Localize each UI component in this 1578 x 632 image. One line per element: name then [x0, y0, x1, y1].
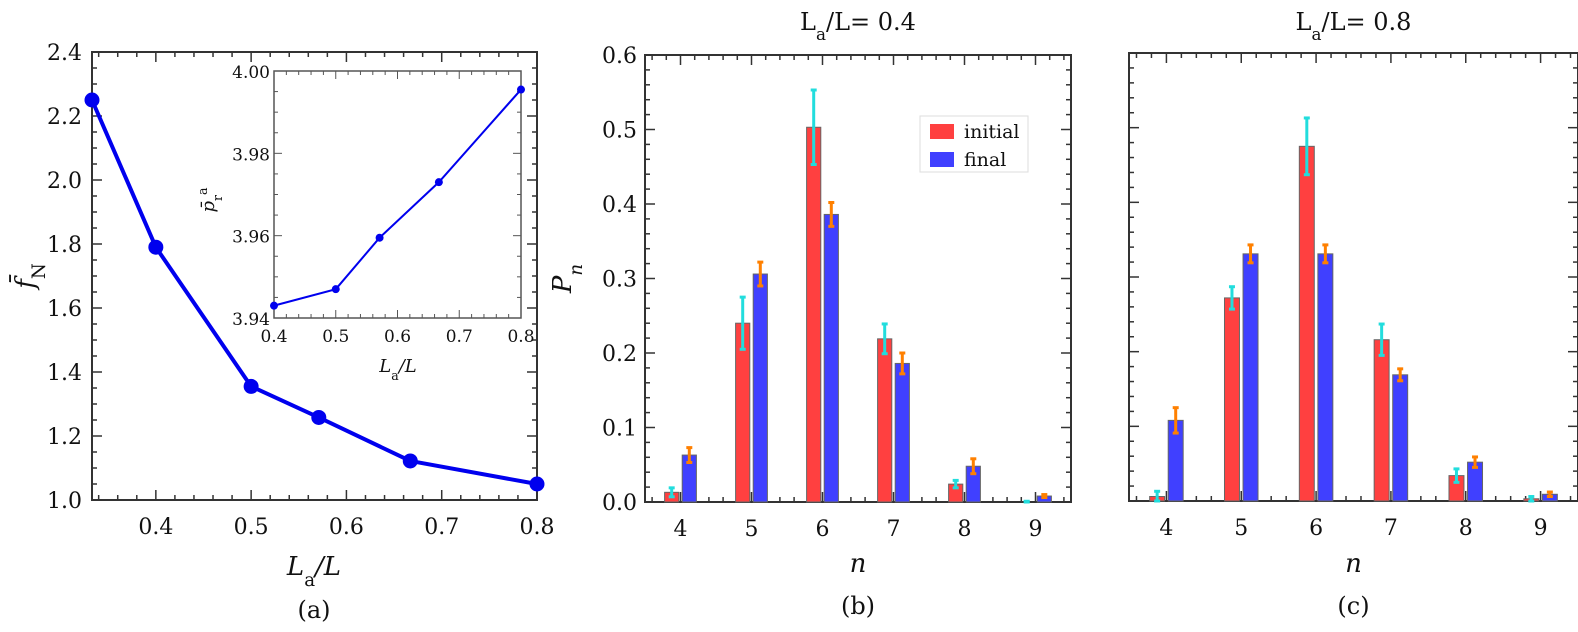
inset-series: [270, 85, 525, 310]
panel-b: La/L= 0.4 4 5 6 7 8 9 0.0 0.1 0.2 0.3 0.4 0.5 0.6 in…: [548, 8, 1072, 620]
inset-data-point: [375, 233, 384, 242]
series-line: [90, 99, 538, 486]
panel-c-label: (c): [1337, 592, 1369, 620]
panel-c-bars: [1149, 116, 1558, 503]
y-tick-label: 0.2: [602, 342, 637, 367]
bar-final: [894, 362, 910, 503]
panel-b-label: (b): [841, 592, 875, 620]
y-tick-label: 1.0: [47, 489, 82, 514]
bar-initial: [877, 338, 893, 503]
inset-x-tick-label: 0.5: [322, 327, 349, 347]
y-tick-label: 2.0: [47, 169, 82, 194]
data-point: [148, 239, 164, 255]
y-tick-label: 2.4: [47, 41, 82, 66]
y-tick-label: 0.6: [602, 44, 637, 69]
inset-y-tick-label: 4.00: [232, 63, 270, 83]
inset-ticks: [273, 70, 522, 319]
y-tick-label: 0.1: [602, 417, 637, 442]
inset-x-axis-label: La/L: [378, 356, 417, 383]
inset-y-tick-label: 3.98: [232, 145, 270, 165]
inset-data-point: [270, 301, 278, 310]
panel-c-x-axis-label: n: [1345, 549, 1362, 579]
legend-label-initial: initial: [964, 121, 1020, 143]
y-tick-label: 1.6: [47, 297, 82, 322]
bar-final: [752, 273, 768, 503]
y-tick-label: 1.8: [47, 233, 82, 258]
inset-x-tick-label: 0.7: [446, 327, 473, 347]
panel-c: La/L= 0.8 4 5 6 7 8 9 n (c): [1128, 8, 1578, 620]
x-tick-label: 4: [674, 517, 688, 542]
x-tick-label: 0.5: [234, 515, 269, 540]
x-tick-label: 0.6: [329, 515, 364, 540]
y-tick-label: 1.4: [47, 361, 82, 386]
x-tick-label: 0.7: [424, 515, 459, 540]
bar-final: [1392, 374, 1409, 502]
panel-a-inset: 0.4 0.5 0.6 0.7 0.8 3.94 3.96 3.98 4.00 La/L p̄r…: [195, 63, 535, 383]
bar-final: [1317, 253, 1334, 502]
x-tick-label: 6: [816, 517, 830, 542]
bar-final: [1242, 253, 1259, 502]
legend-swatch-final: [930, 152, 954, 167]
x-tick-label: 5: [1234, 516, 1248, 541]
panel-a-x-axis-label: La/L: [286, 552, 341, 591]
inset-x-tick-label: 0.8: [507, 327, 534, 347]
inset-y-tick-label: 3.94: [232, 310, 270, 330]
data-point: [243, 378, 259, 394]
inset-data-point: [434, 178, 443, 187]
y-tick-label: 2.2: [47, 105, 82, 130]
inset-tick-labels: 0.4 0.5 0.6 0.7 0.8 3.94 3.96 3.98 4.00: [232, 63, 534, 347]
inset-x-tick-label: 0.4: [260, 327, 287, 347]
inset-data-point: [517, 85, 525, 94]
inset-x-tick-label: 0.6: [384, 327, 411, 347]
legend-swatch-initial: [930, 124, 954, 139]
x-tick-label: 4: [1159, 516, 1173, 541]
x-tick-label: 9: [1534, 516, 1548, 541]
bar-initial: [806, 126, 822, 503]
panel-c-title: La/L= 0.8: [1296, 8, 1412, 44]
panel-a-label: (a): [297, 596, 330, 624]
x-tick-label: 0.8: [520, 515, 555, 540]
panel-b-bars: [664, 88, 1052, 504]
y-tick-label: 0.0: [602, 491, 637, 516]
panel-a-y-axis-label: f̄N: [8, 263, 49, 291]
x-tick-label: 9: [1029, 517, 1043, 542]
bar-initial: [1223, 297, 1240, 502]
panel-c-ticks: [1129, 52, 1578, 502]
inset-plot-frame: [273, 70, 522, 319]
inset-data-point: [331, 285, 340, 294]
panel-a-ticks: [92, 51, 538, 501]
panel-b-x-axis-label: n: [850, 549, 867, 579]
data-point: [529, 476, 545, 492]
x-tick-label: 0.4: [138, 515, 173, 540]
panel-b-y-axis-label: Pn: [548, 264, 587, 294]
bar-final: [823, 213, 839, 503]
y-tick-label: 0.5: [602, 119, 637, 144]
y-tick-label: 0.4: [602, 193, 637, 218]
bar-initial: [1298, 145, 1315, 502]
data-point: [402, 453, 418, 469]
x-tick-label: 6: [1309, 516, 1323, 541]
panel-b-title: La/L= 0.4: [800, 8, 916, 44]
x-tick-label: 5: [745, 517, 759, 542]
y-tick-label: 0.3: [602, 268, 637, 293]
legend-label-final: final: [964, 149, 1006, 171]
panel-c-plot-frame: [1128, 52, 1578, 502]
x-tick-label: 8: [958, 517, 972, 542]
data-point: [84, 92, 100, 108]
data-point: [311, 409, 327, 425]
panel-c-tick-labels: 4 5 6 7 8 9: [1159, 516, 1547, 541]
y-tick-label: 1.2: [47, 425, 82, 450]
panel-b-tick-labels: 4 5 6 7 8 9 0.0 0.1 0.2 0.3 0.4 0.5 0.6: [602, 44, 1043, 542]
inset-y-tick-label: 3.96: [232, 228, 270, 248]
panel-a-series: [84, 92, 545, 492]
x-tick-label: 7: [887, 517, 901, 542]
bar-initial: [1373, 339, 1390, 502]
x-tick-label: 7: [1384, 516, 1398, 541]
panel-a-tick-labels: 0.4 0.5 0.6 0.7 0.8 1.0 1.2 1.4 1.6 1.8 2.0 2.2 2.4: [47, 41, 555, 540]
panel-a: 0.4 0.5 0.6 0.7 0.81.01.21.41.61.82.02.22.4 …: [8, 41, 554, 624]
panel-b-legend: initial final: [919, 115, 1029, 173]
x-tick-label: 8: [1459, 516, 1473, 541]
inset-y-axis-label: p̄ra: [195, 187, 225, 213]
